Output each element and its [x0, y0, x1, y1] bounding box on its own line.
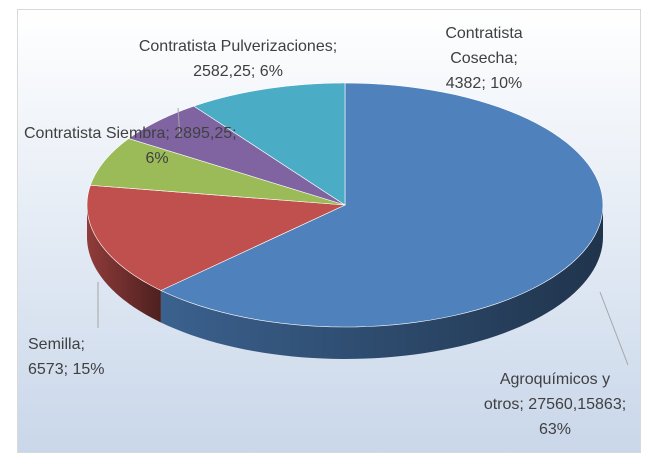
slice: Contratista Pulverizaciones	[127, 105, 346, 206]
data-label-line: Semilla;	[28, 336, 85, 353]
slice: Contratista Siembra	[89, 138, 346, 206]
data-label-line: 63%	[539, 421, 571, 438]
data-label-line: Cosecha;	[450, 50, 518, 67]
data-label-line: Contratista	[445, 25, 522, 42]
slice: Contratista Cosecha	[193, 82, 346, 206]
data-label: Contratista Cosecha; 4382; 10%	[445, 25, 522, 92]
leader-line	[177, 107, 181, 139]
slice-side	[160, 205, 603, 359]
slice: Agroquímicos y otros	[160, 82, 604, 328]
data-label-line: Agroquímicos y	[500, 371, 610, 388]
data-label: Contratista Siembra; 2895,25; 6%	[24, 125, 237, 167]
slice-side	[87, 205, 161, 323]
data-label-line: Contratista Pulverizaciones;	[139, 38, 337, 55]
data-label-line: 6%	[145, 150, 168, 167]
data-label: Contratista Pulverizaciones; 2582,25; 6%	[139, 38, 337, 80]
slice: Semilla	[86, 184, 347, 291]
data-label-line: Contratista Siembra; 2895,25;	[24, 125, 237, 142]
data-label: Agroquímicos y otros; 27560,15863; 63%	[484, 371, 626, 438]
data-label-line: otros; 27560,15863;	[484, 396, 626, 413]
data-label-line: 4382; 10%	[446, 75, 523, 92]
data-label-line: 2582,25; 6%	[193, 63, 283, 80]
leader-line	[599, 291, 629, 366]
data-label: Semilla; 6573; 15%	[28, 336, 105, 378]
data-label-line: 6573; 15%	[28, 361, 105, 378]
